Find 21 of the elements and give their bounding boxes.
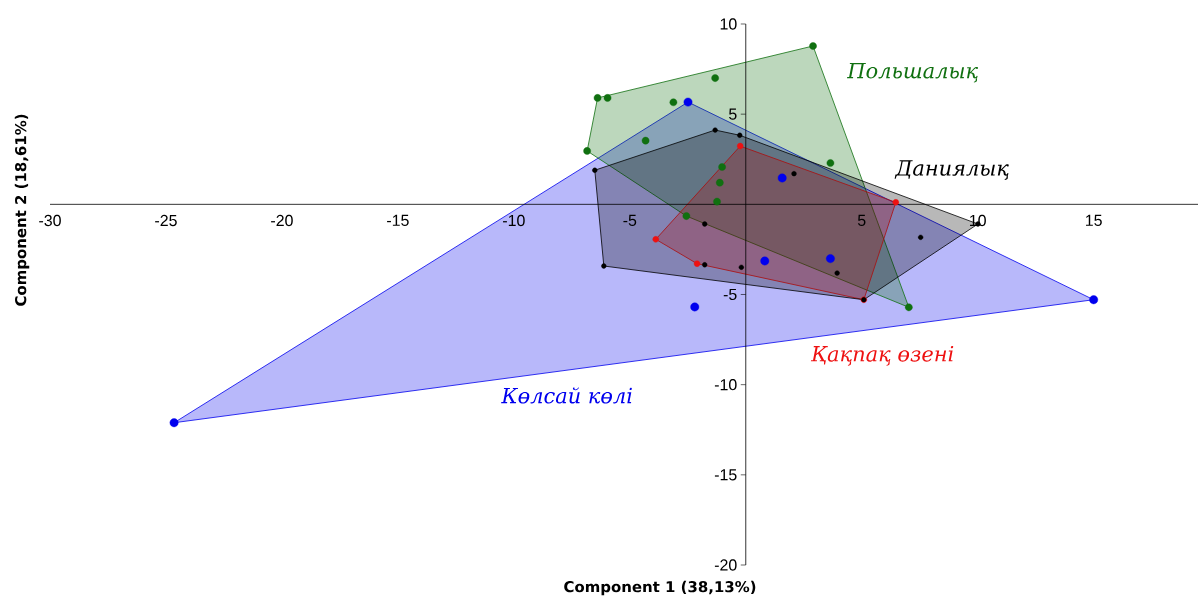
y-tick-label: -15: [714, 469, 737, 481]
x-tick-label: 15: [1086, 214, 1102, 226]
x-tick-label: -5: [623, 214, 637, 226]
x-axis-title: Component 1 (38,13%): [564, 580, 756, 596]
y-axis-title: Component 2 (18,61%): [14, 114, 30, 306]
x-tick-label: -20: [271, 214, 293, 227]
x-tick-label: -15: [387, 214, 409, 226]
y-tick-label: 10: [720, 18, 737, 30]
y-tick-label: -20: [714, 559, 737, 571]
x-tick-label: 5: [857, 214, 866, 226]
series-label: Польшалық: [847, 62, 979, 83]
y-tick-label: -5: [723, 288, 737, 301]
x-tick-label: -10: [503, 214, 525, 227]
y-tick-label: 5: [729, 108, 737, 120]
text: Даниялық: [894, 160, 1009, 180]
x-tick-label: 10: [970, 214, 986, 227]
text: Көлсай көлі: [501, 387, 632, 404]
text: Қақпақ өзені: [810, 345, 954, 366]
x-tick-label: -25: [155, 214, 177, 227]
y-tick-label: -10: [714, 379, 737, 391]
x-tick-label: -30: [39, 214, 61, 227]
